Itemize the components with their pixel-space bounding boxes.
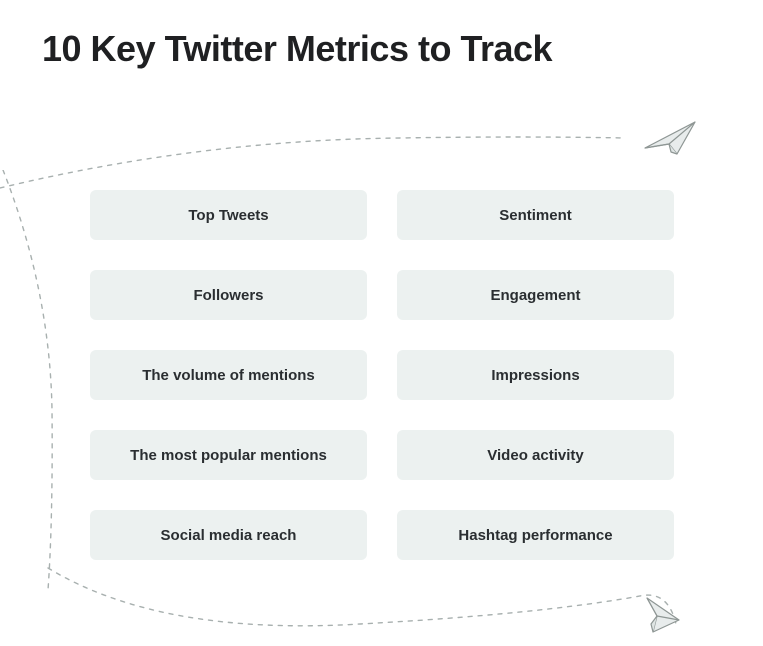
metric-card: Impressions	[397, 350, 674, 400]
metric-card: Hashtag performance	[397, 510, 674, 560]
dashed-curve-left	[0, 170, 80, 590]
metric-card: Video activity	[397, 430, 674, 480]
metric-card: The most popular mentions	[90, 430, 367, 480]
metric-card: Top Tweets	[90, 190, 367, 240]
metrics-grid: Top Tweets Sentiment Followers Engagemen…	[90, 190, 674, 560]
metric-card: Sentiment	[397, 190, 674, 240]
page-title: 10 Key Twitter Metrics to Track	[0, 0, 763, 70]
dashed-curve-bottom	[40, 566, 680, 646]
metric-card: Engagement	[397, 270, 674, 320]
paper-plane-icon	[641, 596, 683, 636]
metric-card: Social media reach	[90, 510, 367, 560]
metric-card: The volume of mentions	[90, 350, 367, 400]
paper-plane-icon	[643, 118, 699, 158]
dashed-curve-top	[0, 132, 630, 192]
metric-card: Followers	[90, 270, 367, 320]
